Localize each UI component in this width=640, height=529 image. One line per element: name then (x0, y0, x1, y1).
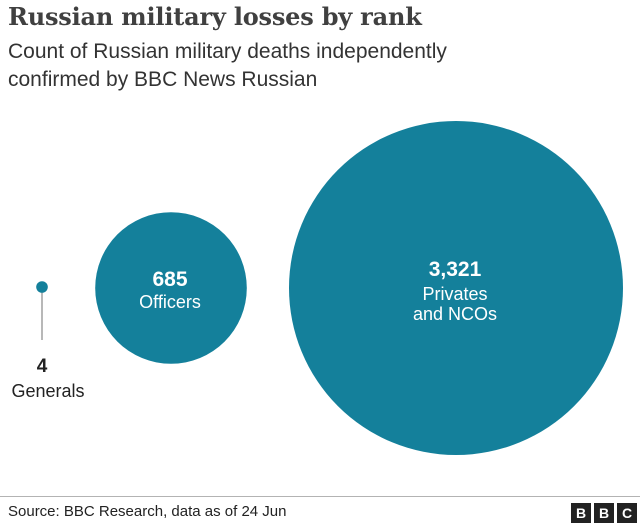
footer-divider (0, 496, 640, 497)
officers-value-label: 685 (152, 268, 187, 291)
privates-value-label: 3,321 (429, 258, 482, 281)
subtitle-line-2: confirmed by BBC News Russian (8, 68, 318, 91)
privates-category-label-line-1: Privates (422, 284, 487, 304)
bbc-logo-letter-2: B (594, 503, 614, 523)
chart-title: Russian military losses by rank (8, 2, 422, 31)
bbc-logo-letter-3: C (617, 503, 637, 523)
privates-category-label-line-2: and NCOs (413, 304, 497, 324)
bubble-privates-ncos (289, 121, 623, 455)
subtitle-line-1: Count of Russian military deaths indepen… (8, 40, 447, 63)
chart-subtitle: Count of Russian military deaths indepen… (8, 38, 608, 94)
generals-value-label: 4 (37, 356, 48, 377)
officers-category-label: Officers (139, 292, 201, 312)
bubble-officers (95, 212, 247, 364)
generals-category-label: Generals (11, 381, 84, 401)
bubble-generals (36, 281, 48, 293)
bbc-logo-letter-1: B (571, 503, 591, 523)
bbc-logo: B B C (571, 503, 637, 523)
source-note: Source: BBC Research, data as of 24 Jun (8, 503, 287, 520)
